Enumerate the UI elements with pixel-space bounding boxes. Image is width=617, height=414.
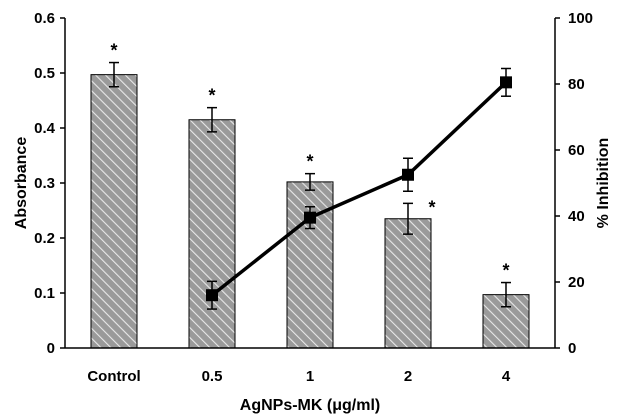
- y-axis-label: Absorbance: [13, 137, 30, 230]
- y-tick-label: 0.6: [34, 10, 55, 27]
- y2-tick-label: 100: [568, 10, 593, 27]
- y2-tick-label: 20: [568, 274, 585, 291]
- bar-0.5: [188, 119, 236, 349]
- inhibition-point: [500, 76, 512, 89]
- y-tick-label: 0.4: [34, 120, 56, 137]
- x-tick-label: 0.5: [202, 368, 223, 385]
- y2-tick-label: 0: [568, 340, 576, 357]
- inhibition-line-layer: [206, 67, 512, 310]
- bars-layer: [90, 61, 530, 349]
- x-axis-label: AgNPs-MK (μg/ml): [240, 397, 380, 414]
- significance-marker: *: [110, 41, 117, 61]
- y2-tick-label: 60: [568, 142, 585, 159]
- significance-marker: *: [208, 86, 215, 106]
- bar-Control: [90, 74, 138, 349]
- y2-tick-label: 80: [568, 76, 585, 93]
- y2-tick-label: 40: [568, 208, 585, 225]
- y-tick-label: 0.1: [34, 285, 55, 302]
- x-tick-label: 4: [502, 368, 511, 385]
- inhibition-line: [210, 81, 508, 297]
- inhibition-point: [206, 289, 218, 302]
- significance-marker: *: [306, 152, 313, 172]
- y-tick-label: 0.3: [34, 175, 55, 192]
- bar-2: [384, 218, 432, 349]
- x-tick-label: Control: [87, 368, 140, 385]
- significance-marker: *: [502, 261, 509, 281]
- y-tick-label: 0.2: [34, 230, 55, 247]
- y-tick-label: 0: [47, 340, 55, 357]
- x-tick-label: 2: [404, 368, 412, 385]
- axes-layer: [60, 17, 560, 349]
- y2-axis-label: % Inhibition: [595, 138, 612, 229]
- x-tick-label: 1: [306, 368, 314, 385]
- y-tick-label: 0.5: [34, 65, 55, 82]
- significance-marker: *: [428, 197, 435, 217]
- inhibition-point: [402, 168, 414, 181]
- labels-layer: Absorbance % Inhibition AgNPs-MK (μg/ml)…: [13, 10, 612, 414]
- inhibition-point: [304, 211, 316, 224]
